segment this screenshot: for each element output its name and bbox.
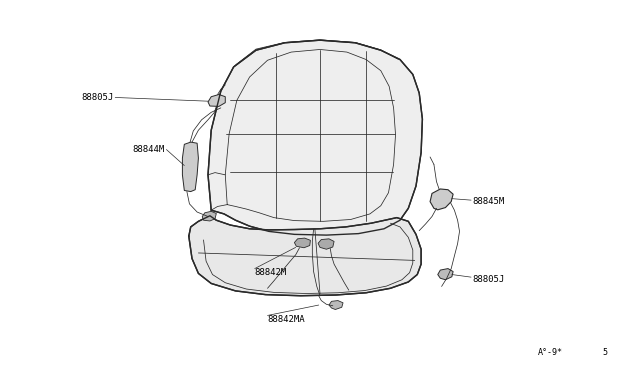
Polygon shape (208, 94, 225, 106)
Text: 88844M: 88844M (133, 145, 165, 154)
Polygon shape (318, 239, 334, 249)
Polygon shape (182, 142, 198, 192)
Text: A°-9*: A°-9* (538, 348, 563, 357)
Polygon shape (189, 216, 421, 296)
Text: 5: 5 (603, 348, 608, 357)
Polygon shape (208, 40, 422, 235)
Text: 88842MA: 88842MA (268, 315, 305, 324)
Text: 88805J: 88805J (82, 93, 114, 102)
Polygon shape (202, 211, 216, 221)
Polygon shape (430, 189, 453, 210)
Text: 88845M: 88845M (472, 197, 504, 206)
Text: 88805J: 88805J (472, 275, 504, 284)
Polygon shape (438, 269, 453, 280)
Polygon shape (294, 238, 310, 248)
Polygon shape (329, 301, 343, 310)
Text: 88842M: 88842M (255, 268, 287, 277)
